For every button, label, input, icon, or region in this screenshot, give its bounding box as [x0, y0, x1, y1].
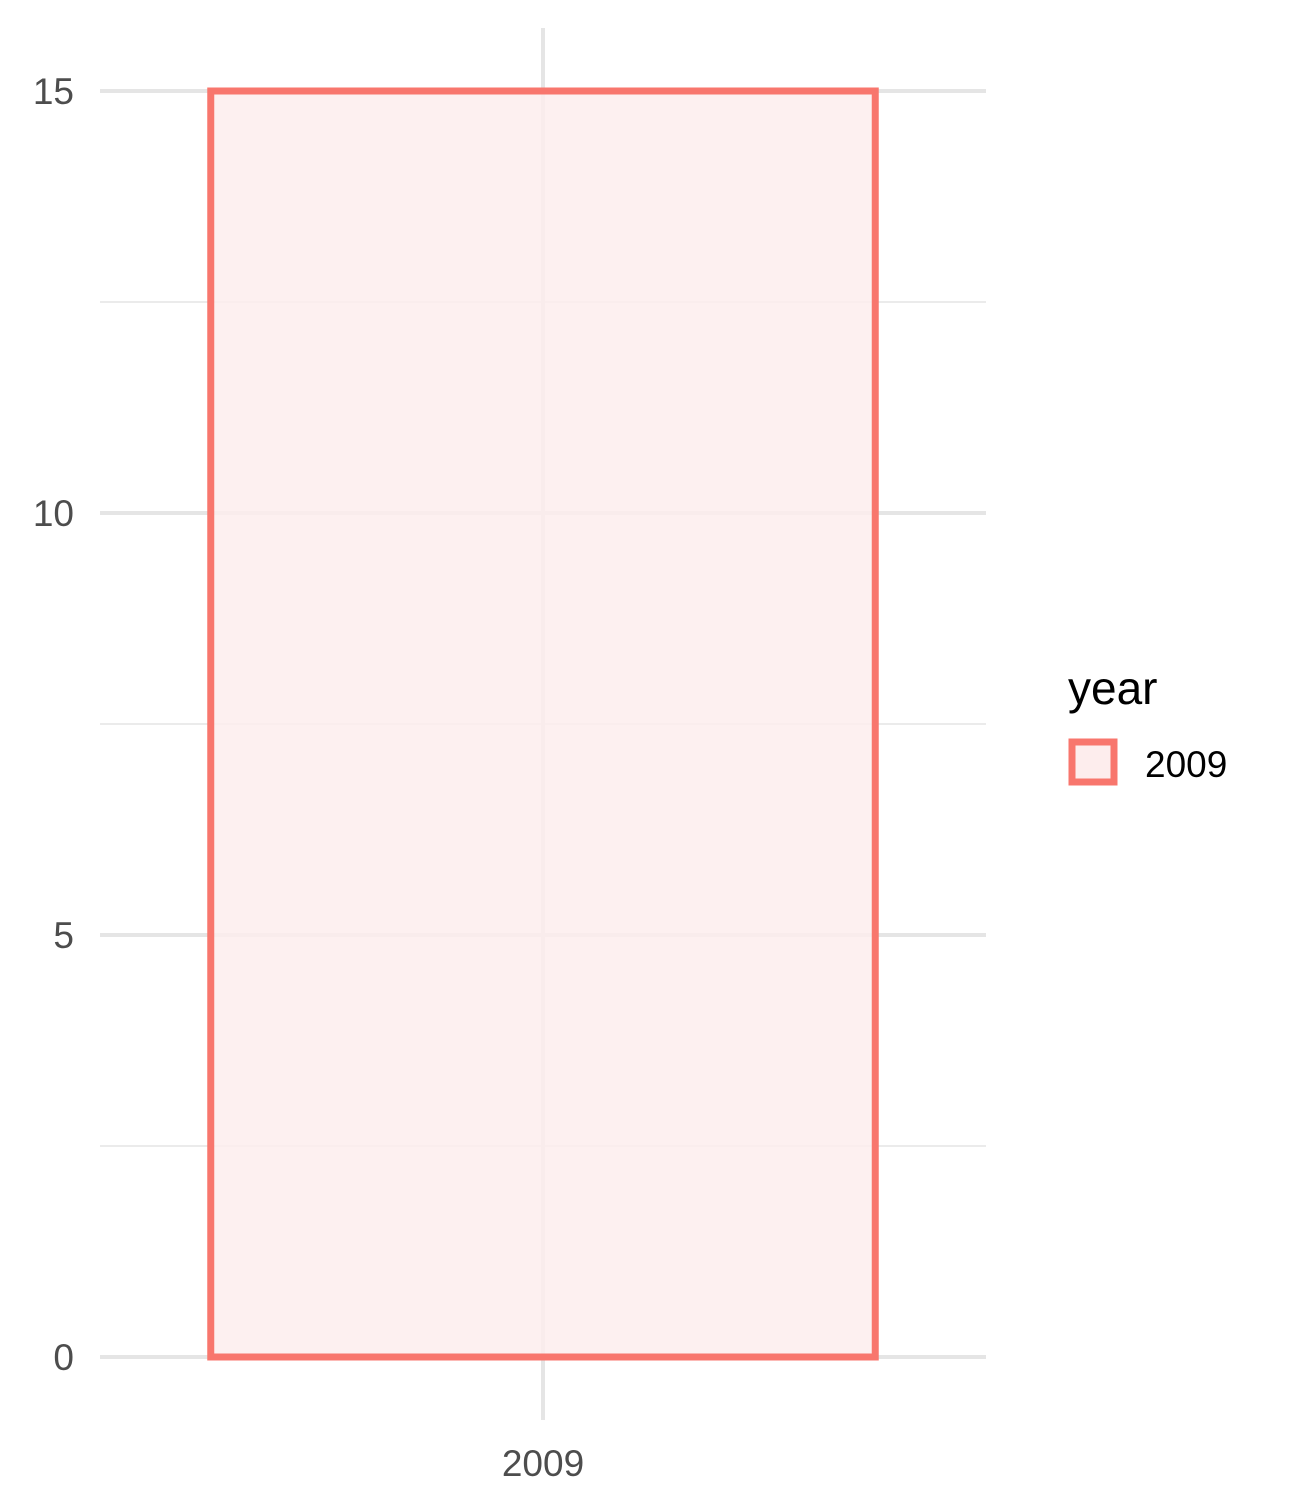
- x-tick-label: 2009: [502, 1443, 584, 1484]
- y-tick-label: 0: [53, 1337, 74, 1378]
- y-axis: 0 5 10 15: [33, 71, 74, 1378]
- y-tick-label: 10: [33, 493, 74, 534]
- legend-key-2009: [1068, 738, 1118, 786]
- bars: [207, 87, 879, 1361]
- y-tick-label: 15: [33, 71, 74, 112]
- x-axis: 2009: [502, 1443, 584, 1484]
- legend-title: year: [1068, 662, 1157, 714]
- legend-label-2009: 2009: [1145, 744, 1227, 785]
- y-tick-label: 5: [53, 915, 74, 956]
- bar-2009: [207, 87, 879, 1361]
- legend: year 2009: [1068, 662, 1227, 786]
